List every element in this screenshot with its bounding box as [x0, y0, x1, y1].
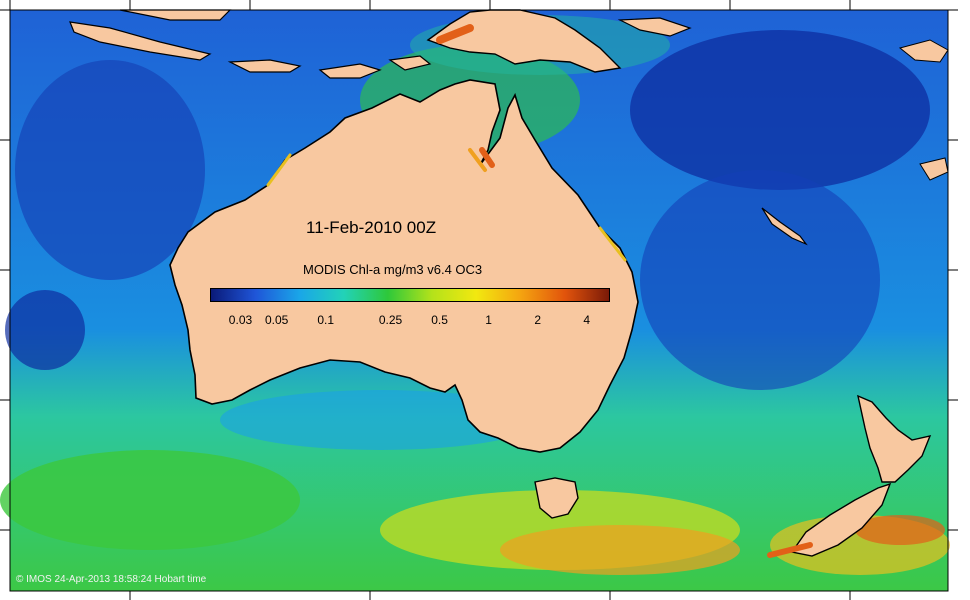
colorbar-tick-label: 0.03 [228, 313, 253, 327]
colorbar-tick-label: 0.25 [378, 313, 403, 327]
colorbar-tick-label: 2 [534, 313, 542, 327]
colorbar-tick-label: 4 [583, 313, 591, 327]
colorbar-tick-label: 1 [485, 313, 492, 327]
new-zealand-north-island [857, 394, 932, 483]
pacific-islands [898, 39, 949, 181]
colorbar-tick-label: 0.05 [264, 313, 289, 327]
new-caledonia-island [761, 207, 808, 246]
coastal-blooms [266, 24, 813, 558]
low-chlorophyll-regions [5, 30, 930, 450]
indonesia-islands [69, 9, 692, 79]
australia-landmass [169, 79, 639, 453]
colorbar-tick-label: 0.1 [317, 313, 335, 327]
colorbar [210, 288, 610, 302]
credit-text: © IMOS 24-Apr-2013 18:58:24 Hobart time [16, 574, 207, 585]
tasmania-landmass [534, 477, 579, 519]
colorbar-tick-label: 0.5 [431, 313, 448, 327]
map-frame [9, 9, 949, 592]
new-guinea-landmass [426, 9, 622, 73]
colorbar-title: MODIS Chl-a mg/m3 v6.4 OC3 [303, 262, 483, 277]
date-title: 11-Feb-2010 00Z [306, 218, 437, 237]
new-zealand-south-island [790, 482, 892, 557]
